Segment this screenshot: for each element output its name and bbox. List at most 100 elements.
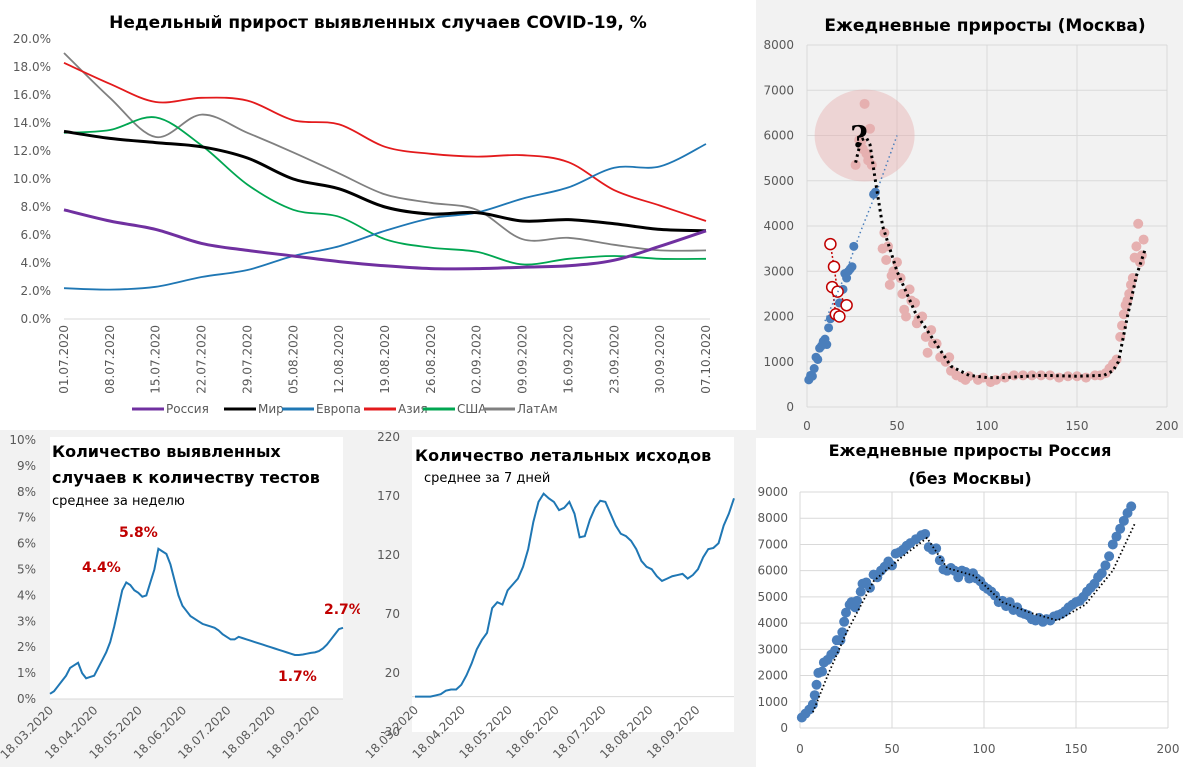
data-point-outlier xyxy=(824,237,837,251)
y-tick-label: 2% xyxy=(17,640,36,654)
x-tick-label: 150 xyxy=(1065,742,1088,756)
plot-area xyxy=(412,437,734,732)
data-point xyxy=(866,159,877,170)
y-tick-label: 20 xyxy=(385,666,400,680)
positivity-chart-panel: Количество выявленных случаев к количест… xyxy=(0,432,360,767)
y-tick-label: 6.0% xyxy=(21,228,52,242)
chart-subtitle: среднее за неделю xyxy=(52,494,185,509)
data-point xyxy=(901,311,911,322)
data-point xyxy=(839,616,850,627)
x-tick-label: 100 xyxy=(976,419,999,433)
data-point xyxy=(813,354,823,364)
data-point xyxy=(855,586,866,597)
data-point xyxy=(837,627,848,638)
data-point xyxy=(917,311,928,322)
x-tick-label: 0 xyxy=(796,742,804,756)
data-point xyxy=(865,123,875,134)
x-tick-label: 05.08.2020 xyxy=(286,325,300,394)
x-tick-label: 0 xyxy=(803,419,811,433)
y-tick-label: 3% xyxy=(17,614,36,628)
data-point xyxy=(822,340,832,350)
y-tick-label: 5000 xyxy=(757,590,788,604)
data-point-outlier xyxy=(827,260,841,273)
y-tick-label: 16.0% xyxy=(13,88,51,102)
legend-label: ЛатАм xyxy=(517,402,558,416)
data-point xyxy=(849,241,859,251)
data-point xyxy=(1081,372,1091,383)
x-tick-label: 12.08.2020 xyxy=(332,325,346,394)
x-tick-label: 100 xyxy=(973,742,996,756)
moscow-daily-chart-panel: Ежедневные приросты (Москва) 0 1000 2000 30… xyxy=(760,0,1183,436)
trendline xyxy=(812,523,1136,713)
data-point xyxy=(1118,515,1129,526)
russia-daily-chart-panel: Ежедневные приросты Россия (без Москвы) … xyxy=(756,438,1183,767)
y-tick-label: 10% xyxy=(9,433,36,447)
data-point-outlier xyxy=(833,310,846,323)
legend-label: Россия xyxy=(166,402,209,416)
data-point xyxy=(1104,551,1115,562)
data-point xyxy=(964,371,974,382)
data-label: 5.8% xyxy=(119,525,158,541)
chart-title-line2: (без Москвы) xyxy=(908,469,1031,488)
legend-label: Мир xyxy=(258,402,284,416)
data-point xyxy=(1126,501,1137,512)
x-tick-label: 19.08.2020 xyxy=(378,325,392,394)
x-tick-label: 50 xyxy=(884,742,899,756)
legend-label: Европа xyxy=(316,402,361,416)
y-tick-label: 1000 xyxy=(757,695,788,709)
y-tick-label: 5000 xyxy=(763,174,794,188)
data-label: 4.4% xyxy=(82,560,121,576)
y-tick-label: 7% xyxy=(17,511,36,525)
series-line xyxy=(415,492,735,698)
data-point xyxy=(1063,371,1073,382)
y-tick-label: 0 xyxy=(786,400,794,414)
x-tick-label: 07.10.2020 xyxy=(699,325,713,394)
data-point xyxy=(807,699,818,710)
y-tick-label: 8000 xyxy=(763,38,794,52)
data-point xyxy=(1054,372,1064,383)
data-point xyxy=(817,666,828,677)
data-point xyxy=(904,284,915,295)
y-tick-label: 2000 xyxy=(763,310,794,324)
x-tick-label: 22.07.2020 xyxy=(195,325,209,394)
y-tick-label: 9% xyxy=(17,459,36,473)
x-tick-label: 30.09.2020 xyxy=(653,325,667,394)
positivity-chart: Количество выявленных случаев к количест… xyxy=(0,433,360,762)
data-point xyxy=(852,595,863,606)
y-tick-label: 8% xyxy=(17,485,36,499)
data-point xyxy=(870,187,880,197)
data-point xyxy=(835,635,846,646)
data-point xyxy=(1045,370,1055,381)
y-tick-label: 8000 xyxy=(757,511,788,525)
x-tick-label: 16.09.2020 xyxy=(561,325,575,394)
y-tick-label: 0.0% xyxy=(21,312,52,326)
legend-label: США xyxy=(457,402,487,416)
series-line-5 xyxy=(63,52,707,252)
y-tick-label: 7000 xyxy=(763,83,794,97)
legend-label: Азия xyxy=(398,402,428,416)
x-tick-label: 50 xyxy=(889,419,904,433)
data-label: 1.7% xyxy=(278,669,317,685)
y-tick-label: 8.0% xyxy=(21,200,52,214)
data-point xyxy=(841,607,851,618)
data-point xyxy=(811,679,822,690)
y-tick-label: 1000 xyxy=(763,355,794,369)
x-tick-label: 23.09.2020 xyxy=(607,325,621,394)
y-tick-label: 3000 xyxy=(763,264,794,278)
data-point xyxy=(1009,370,1019,381)
data-point xyxy=(884,279,895,290)
series-line-4 xyxy=(63,116,707,266)
x-tick-label: 29.07.2020 xyxy=(240,325,254,394)
y-tick-label: 2000 xyxy=(757,669,788,683)
y-tick-label: 6000 xyxy=(763,129,794,143)
x-tick-label: 200 xyxy=(1157,742,1180,756)
data-point xyxy=(829,645,840,656)
deaths-chart-panel: Количество летальных исходов среднее за … xyxy=(360,432,756,767)
data-point xyxy=(1115,523,1126,534)
y-tick-label: 7000 xyxy=(757,537,788,551)
x-tick-label: 200 xyxy=(1156,419,1179,433)
data-point xyxy=(1000,372,1010,383)
data-label: 2.7% xyxy=(324,602,360,618)
y-tick-label: 170 xyxy=(377,489,400,503)
x-tick-label: 08.07.2020 xyxy=(103,325,117,394)
